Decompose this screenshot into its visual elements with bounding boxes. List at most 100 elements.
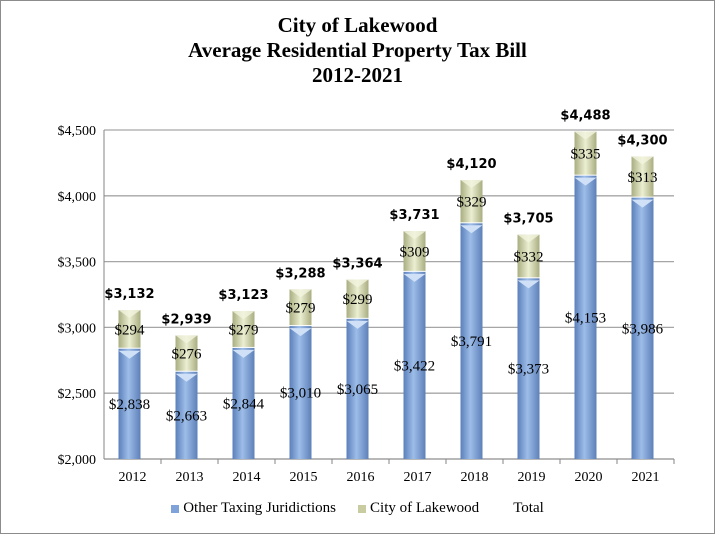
bar-city-2018 [460, 180, 483, 223]
data-label-other: $3,065 [337, 382, 378, 398]
legend-item-other: Other Taxing Juridictions [171, 500, 336, 517]
bar-city-2014 [232, 311, 255, 347]
bar-other-2019 [517, 278, 540, 459]
legend-item-total: Total [501, 500, 544, 517]
bar-city-2020 [574, 131, 597, 175]
data-label-city: $309 [400, 245, 430, 261]
bar-bevel [631, 199, 654, 208]
bar-bevel [289, 328, 312, 337]
x-tick-label: 2016 [347, 470, 375, 485]
bar-city-2016 [346, 279, 369, 318]
chart-title-line-1: City of Lakewood [277, 13, 438, 37]
bar-bevel [175, 335, 198, 344]
bar-other-2018 [460, 223, 483, 459]
data-label-total: $4,120 [446, 157, 496, 172]
bar-other-2013 [175, 371, 198, 459]
bar-bevel [232, 349, 255, 358]
bar-city-2019 [517, 234, 540, 278]
bar-other-2020 [574, 175, 597, 459]
bar-bevel [517, 234, 540, 243]
data-label-total: $3,364 [332, 256, 382, 271]
legend-swatch-other [171, 504, 180, 513]
bar-other-2021 [631, 197, 654, 459]
bar-bevel [574, 177, 597, 186]
y-tick-label: $3,000 [58, 321, 97, 336]
data-label-total: $3,132 [104, 287, 154, 302]
data-label-other: $2,663 [166, 408, 207, 424]
bar-bevel [175, 373, 198, 382]
bar-bevel [346, 279, 369, 288]
y-tick-label: $2,500 [58, 387, 97, 402]
data-label-city: $329 [457, 195, 487, 211]
legend-label-city: City of Lakewood [370, 500, 480, 516]
data-label-other: $3,373 [508, 362, 549, 378]
legend: Other Taxing Juridictions City of Lakewo… [1, 500, 714, 517]
bar-other-2012 [118, 348, 141, 459]
legend-label-other: Other Taxing Juridictions [183, 500, 337, 516]
y-tick-label: $4,500 [58, 124, 97, 139]
data-label-other: $3,986 [622, 321, 664, 337]
x-tick-label: 2019 [518, 470, 546, 485]
data-label-city: $332 [514, 249, 544, 265]
x-tick-label: 2020 [575, 470, 603, 485]
data-label-city: $313 [628, 170, 658, 186]
x-tick-label: 2015 [290, 470, 318, 485]
legend-swatch-total [501, 505, 509, 513]
bar-bevel [574, 131, 597, 140]
data-label-total: $3,705 [503, 212, 553, 227]
bar-other-2017 [403, 271, 426, 459]
bar-bevel [403, 231, 426, 240]
data-label-other: $3,422 [394, 358, 435, 374]
data-label-city: $299 [343, 292, 373, 308]
bar-bevel [517, 280, 540, 289]
bar-city-2012 [118, 310, 141, 348]
bar-other-2015 [289, 326, 312, 459]
legend-label-total: Total [513, 500, 544, 516]
x-tick-label: 2018 [461, 470, 489, 485]
x-tick-label: 2017 [404, 470, 432, 485]
data-label-total: $4,488 [560, 109, 610, 124]
data-label-city: $335 [571, 147, 601, 163]
data-label-city: $279 [286, 301, 316, 317]
data-label-total: $3,731 [389, 208, 439, 223]
y-tick-label: $3,500 [58, 256, 97, 271]
bar-city-2021 [631, 156, 654, 197]
data-label-other: $3,010 [280, 386, 321, 402]
bar-bevel [118, 310, 141, 319]
bar-other-2016 [346, 318, 369, 459]
bar-bevel [232, 311, 255, 320]
data-label-city: $276 [172, 347, 203, 363]
chart-title-line-3: 2012-2021 [312, 63, 403, 87]
data-label-city: $294 [115, 322, 146, 338]
bar-bevel [460, 180, 483, 189]
bar-city-2017 [403, 231, 426, 271]
data-label-other: $4,153 [565, 310, 606, 326]
bar-bevel [460, 225, 483, 234]
bar-other-2014 [232, 347, 255, 459]
bar-bevel [289, 289, 312, 298]
y-tick-label: $2,000 [58, 453, 97, 468]
x-tick-label: 2012 [119, 470, 147, 485]
data-label-city: $279 [229, 323, 259, 339]
legend-item-city: City of Lakewood [358, 500, 479, 517]
bar-city-2013 [175, 335, 198, 371]
bar-city-2015 [289, 289, 312, 326]
data-label-other: $2,838 [109, 397, 150, 413]
bar-bevel [403, 273, 426, 282]
data-label-total: $3,123 [218, 288, 268, 303]
bar-bevel [631, 156, 654, 165]
data-label-other: $3,791 [451, 334, 492, 350]
y-tick-label: $4,000 [58, 190, 97, 205]
data-label-total: $3,288 [275, 266, 325, 281]
bar-bevel [118, 350, 141, 359]
x-tick-label: 2021 [632, 470, 660, 485]
x-tick-label: 2013 [176, 470, 204, 485]
data-label-other: $2,844 [223, 396, 265, 412]
data-label-total: $4,300 [617, 133, 667, 148]
data-label-total: $2,939 [161, 312, 211, 327]
bar-bevel [346, 320, 369, 329]
x-tick-label: 2014 [233, 470, 261, 485]
chart-title-line-2: Average Residential Property Tax Bill [188, 38, 527, 62]
